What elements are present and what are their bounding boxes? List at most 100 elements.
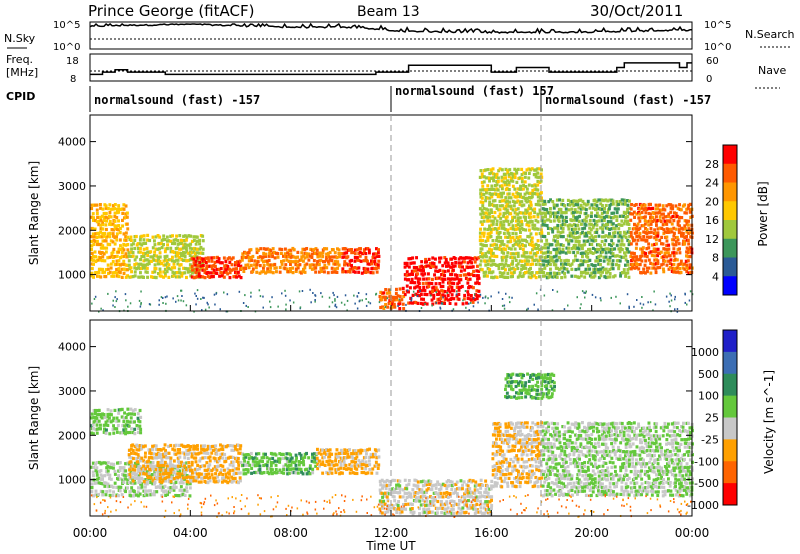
heatmap-cell	[507, 192, 511, 196]
heatmap-cell	[594, 250, 597, 254]
heatmap-cell	[607, 215, 611, 219]
heatmap-cell	[669, 216, 673, 220]
heatmap-cell	[366, 448, 370, 452]
heatmap-cell	[153, 473, 157, 477]
heatmap-cell	[659, 250, 663, 254]
heatmap-cell	[681, 231, 685, 236]
heatmap-cell	[632, 210, 636, 214]
heatmap-cell	[653, 218, 656, 222]
heatmap-cell	[688, 210, 692, 214]
heatmap-cell	[418, 268, 422, 272]
heatmap-cell	[581, 230, 584, 235]
heatmap-cell	[491, 276, 495, 280]
heatmap-cell	[122, 416, 126, 420]
heatmap-cell	[520, 226, 524, 230]
heatmap-cell	[296, 250, 300, 254]
heatmap-cell	[230, 257, 234, 261]
colorbar-tick-label: 28	[705, 158, 719, 171]
heatmap-cell	[608, 272, 612, 276]
heatmap-cell	[376, 263, 380, 267]
heatmap-cell	[640, 259, 644, 263]
heatmap-cell	[382, 291, 386, 295]
heatmap-speckle	[215, 292, 217, 295]
heatmap-cell	[137, 262, 141, 266]
heatmap-cell	[504, 258, 508, 262]
heatmap-cell	[204, 451, 208, 455]
heatmap-cell	[122, 259, 126, 263]
heatmap-speckle	[331, 301, 334, 304]
heatmap-cell	[169, 443, 173, 448]
heatmap-speckle	[526, 308, 528, 311]
heatmap-cell	[635, 234, 639, 238]
heatmap-cell	[493, 173, 497, 177]
heatmap-cell	[122, 473, 126, 477]
heatmap-cell	[99, 462, 103, 466]
heatmap-cell	[298, 467, 301, 471]
heatmap-cell	[619, 271, 623, 276]
heatmap-cell	[647, 246, 651, 250]
heatmap-cell	[413, 281, 417, 285]
heatmap-cell	[313, 452, 316, 456]
heatmap-cell	[511, 172, 514, 176]
heatmap-cell	[256, 463, 260, 467]
heatmap-cell	[235, 471, 238, 475]
heatmap-cell	[189, 475, 193, 480]
heatmap-cell	[429, 503, 433, 507]
heatmap-cell	[336, 247, 339, 251]
heatmap-cell	[656, 259, 660, 263]
heatmap-cell	[334, 470, 338, 475]
heatmap-cell	[163, 267, 167, 271]
heatmap-cell	[169, 468, 173, 472]
heatmap-cell	[475, 274, 479, 278]
heatmap-cell	[344, 247, 348, 251]
heatmap-cell	[486, 219, 489, 223]
heatmap-cell	[475, 508, 479, 512]
heatmap-cell	[455, 294, 459, 298]
heatmap-cell	[90, 203, 94, 207]
heatmap-speckle	[102, 309, 104, 312]
heatmap-cell	[539, 172, 543, 176]
heatmap-speckle	[180, 289, 183, 292]
heatmap-cell	[547, 262, 551, 266]
heatmap-cell	[579, 263, 583, 267]
heatmap-cell	[285, 468, 289, 472]
heatmap-cell	[588, 247, 592, 251]
heatmap-cell	[493, 453, 497, 457]
heatmap-cell	[394, 507, 398, 511]
heatmap-cell	[506, 183, 510, 187]
heatmap-cell	[417, 281, 421, 285]
heatmap-cell	[106, 256, 110, 260]
heatmap-cell	[130, 247, 133, 251]
heatmap-cell	[375, 471, 379, 475]
heatmap-cell	[186, 452, 190, 456]
heatmap-cell	[534, 168, 538, 172]
heatmap-cell	[101, 223, 105, 227]
heatmap-cell	[163, 452, 167, 456]
heatmap-cell	[171, 255, 174, 259]
heatmap-cell	[468, 506, 472, 510]
heatmap-cell	[525, 191, 529, 195]
heatmap-cell	[489, 208, 493, 212]
heatmap-cell	[221, 473, 225, 477]
heatmap-cell	[393, 488, 396, 492]
heatmap-cell	[531, 243, 535, 248]
heatmap-cell	[393, 305, 397, 309]
heatmap-cell	[491, 167, 495, 171]
heatmap-cell	[479, 254, 483, 259]
heatmap-cell	[284, 263, 288, 267]
heatmap-cell	[595, 200, 599, 204]
heatmap-cell	[495, 437, 498, 441]
heatmap-speckle	[314, 299, 316, 301]
heatmap-cell	[599, 207, 603, 212]
heatmap-speckle	[501, 298, 504, 300]
heatmap-cell	[489, 487, 493, 491]
heatmap-cell	[600, 198, 604, 202]
heatmap-cell	[92, 242, 96, 246]
heatmap-cell	[412, 261, 416, 265]
heatmap-cell	[497, 235, 500, 239]
heatmap-cell	[201, 275, 205, 279]
heatmap-cell	[624, 274, 627, 278]
heatmap-cell	[593, 202, 597, 206]
heatmap-cell	[138, 456, 142, 460]
heatmap-cell	[493, 433, 497, 437]
